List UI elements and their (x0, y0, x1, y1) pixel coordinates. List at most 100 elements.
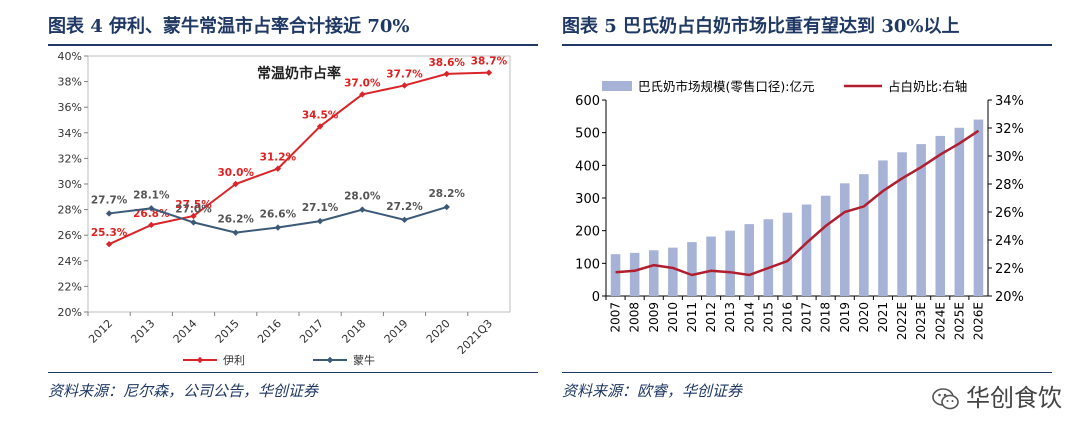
left-tick-label: 500 (575, 127, 600, 142)
y-tick-label: 30% (58, 178, 82, 191)
data-point-0 (190, 212, 197, 220)
data-point-0 (401, 82, 408, 89)
bar (782, 212, 793, 296)
x-tick-label: 2024E (933, 302, 947, 340)
data-label-0: 25.3% (91, 227, 128, 239)
data-label-1: 27.7% (91, 194, 128, 206)
y-tick-label: 36% (58, 101, 82, 114)
data-point-0 (148, 221, 155, 229)
left-chart: 20% 22% 24% 26% 28% 30% 32% 34% 36% 38% 40% 2012 201… (58, 50, 511, 367)
x-tick-label: 2012 (704, 302, 718, 333)
data-point-0 (443, 70, 450, 78)
data-point-1 (401, 216, 408, 224)
data-point-1 (190, 219, 197, 226)
x-tick-label: 2016 (780, 302, 794, 333)
y-tick-label: 32% (58, 152, 82, 165)
bar (820, 195, 831, 296)
bar (629, 252, 640, 296)
x-tick-label: 2022E (895, 302, 909, 340)
x-tick-label: 2007 (609, 302, 623, 333)
right-source-rule (562, 372, 1052, 373)
data-label-1: 27.2% (386, 201, 423, 213)
data-point-1 (274, 224, 282, 231)
data-label-0: 30.0% (217, 167, 254, 179)
left-source-rule (48, 372, 538, 373)
legend-bar-swatch (602, 81, 632, 91)
data-point-1 (443, 203, 450, 211)
bar (744, 224, 755, 296)
x-tick-label: 2015 (761, 302, 775, 333)
chart-title: 常温奶市占率 (257, 65, 341, 82)
data-point-0 (359, 91, 366, 98)
left-caption-rule (48, 44, 538, 46)
right-caption-rule (562, 44, 1052, 46)
bar (973, 119, 984, 296)
watermark-text: 华创食饮 (966, 384, 1062, 412)
left-figure-caption: 图表 4 伊利、蒙牛常温市占率合计接近 70% (48, 16, 410, 37)
x-tick-label: 2013 (723, 302, 737, 333)
x-tick-label: 2021 (876, 302, 890, 333)
data-point-1 (316, 217, 324, 225)
left-tick-label: 0 (592, 290, 600, 305)
x-tick-label: 2014 (171, 317, 200, 346)
data-point-0 (105, 240, 113, 248)
right-tick-label: 30% (995, 150, 1024, 165)
x-tick-label: 2014 (742, 302, 756, 333)
data-label-1: 28.2% (428, 188, 465, 200)
data-point-0 (485, 69, 493, 76)
x-tick-label: 2018 (819, 302, 833, 333)
right-chart: 0 100 200 300 400 500 600 20% 22% 24% 26% 28% 30% 32%… (575, 79, 1024, 340)
data-label-1: 28.1% (133, 189, 170, 201)
y-tick-label: 34% (58, 127, 82, 140)
bar (954, 127, 965, 297)
y-tick-label: 22% (58, 280, 82, 293)
y-tick-label: 40% (58, 50, 82, 63)
y-tick-label: 26% (58, 229, 82, 242)
left-tick-label: 100 (575, 257, 600, 272)
y-tick-label: 38% (58, 76, 82, 89)
x-tick-label: 2017 (800, 302, 814, 333)
x-tick-label: 2023E (914, 302, 928, 340)
x-tick-label: 2010 (666, 302, 680, 333)
bar (648, 250, 659, 296)
left-source-note: 资料来源：尼尔森，公司公告，华创证券 (48, 382, 319, 400)
data-label-1: 27.0% (175, 203, 212, 215)
data-label-1: 26.6% (260, 209, 297, 221)
bar (763, 219, 774, 296)
x-tick-label: 2026E (971, 302, 985, 340)
left-tick-label: 200 (575, 225, 600, 240)
x-tick-label: 2009 (647, 302, 661, 333)
x-tick-label: 2020 (424, 317, 453, 346)
y-tick-label: 28% (58, 204, 82, 217)
legend-bar-label: 巴氏奶市场规模(零售口径):亿元 (638, 79, 814, 94)
bar (610, 254, 621, 296)
x-tick-label: 2020 (857, 302, 871, 333)
legend-label: 伊利 (223, 354, 245, 367)
bar (706, 236, 716, 296)
bar (859, 174, 869, 296)
x-tick-label: 2015 (213, 317, 242, 346)
bar (725, 230, 735, 296)
bar (935, 135, 946, 296)
data-label-0: 34.5% (302, 109, 339, 121)
legend-label: 蒙牛 (353, 353, 375, 367)
x-tick-label: 2025E (952, 302, 966, 340)
data-point-1 (359, 206, 366, 213)
data-point-0 (316, 123, 324, 130)
bar (916, 144, 926, 296)
data-label-1: 28.0% (344, 191, 381, 203)
legend-marker (196, 356, 204, 364)
bar (878, 160, 888, 296)
watermark: 华创食饮 (932, 378, 1062, 413)
left-tick-label: 600 (575, 94, 600, 109)
right-tick-label: 26% (995, 206, 1024, 221)
bar (668, 247, 678, 296)
data-point-1 (148, 205, 155, 212)
bar (839, 183, 850, 296)
x-tick-label: 2019 (838, 302, 852, 333)
series-line-0 (108, 71, 489, 246)
bar (801, 204, 812, 296)
y-tick-label: 24% (58, 255, 82, 268)
data-label-1: 27.1% (302, 202, 339, 214)
bar (687, 242, 697, 296)
